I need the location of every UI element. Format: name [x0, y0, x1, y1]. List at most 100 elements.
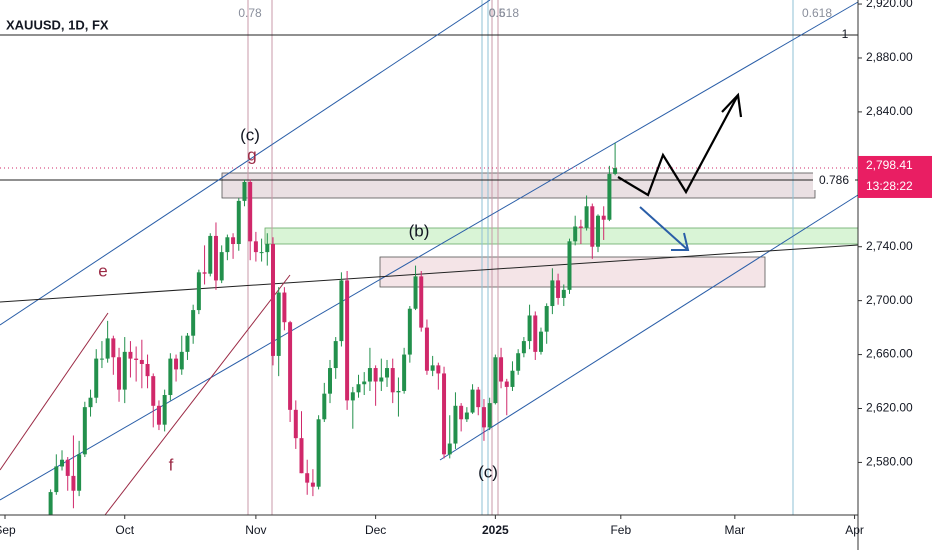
- candle-body: [607, 173, 612, 220]
- channel-line: [104, 274, 291, 516]
- candle-body: [151, 376, 156, 406]
- fib-label: 1: [842, 27, 849, 41]
- candle-body: [185, 335, 190, 352]
- x-tick-label: Feb: [610, 523, 631, 537]
- candle-body: [231, 237, 236, 245]
- candle-body: [99, 358, 104, 360]
- candle-body: [259, 252, 264, 254]
- candle-body: [196, 272, 201, 311]
- candle-body: [299, 438, 304, 474]
- candle-body: [493, 357, 498, 404]
- candle-body: [105, 338, 110, 359]
- candle-body: [333, 341, 338, 369]
- x-tick-label: Apr: [845, 523, 864, 537]
- candle-body: [430, 365, 435, 371]
- candle-body: [94, 358, 99, 398]
- candle-body: [601, 215, 606, 220]
- candle-body: [447, 443, 452, 455]
- zone-box: [264, 227, 859, 245]
- x-tick-label: Mar: [725, 523, 746, 537]
- candle-body: [179, 351, 184, 370]
- candle-body: [567, 241, 572, 290]
- candle-body: [385, 368, 390, 378]
- countdown: 13:28:22: [866, 179, 913, 193]
- candle-body: [487, 403, 492, 428]
- candle-body: [111, 338, 116, 358]
- candle-body: [407, 308, 412, 355]
- fib-label: 0.618: [802, 6, 832, 20]
- candle-body: [202, 272, 207, 274]
- candle-body: [134, 358, 139, 360]
- y-tick-label: 2,620.00: [866, 401, 913, 415]
- candle-body: [265, 244, 270, 253]
- candle-body: [578, 226, 583, 228]
- candle-body: [373, 368, 378, 382]
- candle-body: [464, 412, 469, 420]
- candle-body: [516, 353, 521, 371]
- zone-box: [221, 172, 816, 199]
- candle-body: [424, 327, 429, 371]
- candles: [48, 142, 618, 550]
- candle-body: [71, 475, 76, 491]
- candle-body: [219, 252, 224, 281]
- candle-body: [128, 351, 133, 359]
- candle-body: [538, 331, 543, 352]
- y-tick-label: 2,660.00: [866, 347, 913, 361]
- candle-body: [396, 390, 401, 393]
- label-bg: [813, 172, 855, 190]
- candle-body: [305, 473, 310, 483]
- candle-body: [402, 354, 407, 391]
- axes: 2,580.00 2,620.00 2,660.00 2,700.00 2,740.00…: [0, 0, 932, 537]
- candle-body: [162, 395, 167, 425]
- candle-body: [288, 322, 293, 410]
- candle-body: [521, 341, 526, 354]
- candle-body: [356, 384, 361, 393]
- fib-label: 0.618: [489, 6, 519, 20]
- candle-body: [510, 370, 515, 387]
- candle-body: [208, 235, 213, 274]
- candle-body: [77, 454, 82, 491]
- candle-body: [350, 392, 355, 401]
- candle-body: [65, 459, 70, 476]
- candle-body: [436, 365, 441, 374]
- candle-body: [225, 237, 230, 253]
- y-tick-label: 2,580.00: [866, 455, 913, 469]
- candle-body: [413, 276, 418, 309]
- channel-line: [0, 0, 491, 326]
- candle-body: [191, 310, 196, 336]
- last-price-label: 2,798.41: [866, 158, 913, 172]
- channel-line: [439, 194, 859, 461]
- y-tick-label: 2,920.00: [866, 0, 913, 10]
- wave-label: g: [247, 145, 256, 164]
- candle-body: [476, 389, 481, 408]
- y-tick-label: 2,740.00: [866, 239, 913, 253]
- time-axis: [0, 515, 858, 550]
- wave-label: (b): [409, 221, 430, 240]
- zone-box: [379, 256, 766, 288]
- candle-body: [82, 407, 87, 455]
- candle-body: [459, 405, 464, 420]
- candle-body: [550, 280, 555, 307]
- candle-body: [527, 315, 532, 342]
- candle-body: [156, 405, 161, 425]
- candle-body: [339, 280, 344, 342]
- x-tick-label: 2025: [482, 523, 509, 537]
- candle-body: [379, 377, 384, 382]
- projection-arrow: [617, 94, 739, 197]
- candle-body: [60, 459, 65, 467]
- candle-body: [213, 235, 218, 281]
- candle-body: [276, 292, 281, 356]
- projection-arrow: [639, 206, 689, 251]
- x-tick-label: Dec: [365, 523, 386, 537]
- candle-body: [174, 358, 179, 370]
- channel-line: [0, 1, 859, 501]
- candle-body: [122, 351, 127, 390]
- candle-body: [310, 482, 315, 487]
- candle-body: [367, 368, 372, 382]
- fib-label: 0.5: [489, 6, 506, 20]
- candle-body: [145, 364, 150, 377]
- channel-line: [0, 312, 109, 471]
- candle-body: [345, 280, 350, 401]
- candle-body: [544, 306, 549, 332]
- candle-body: [242, 182, 247, 201]
